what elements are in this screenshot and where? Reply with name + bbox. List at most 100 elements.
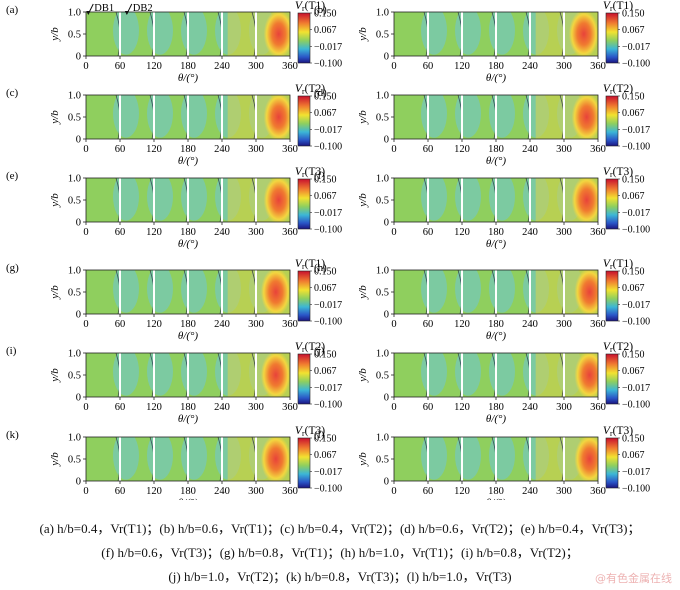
colorbar-tick-label: −0.017: [622, 208, 650, 219]
cool-region: [147, 270, 173, 313]
x-tick-label: 180: [180, 402, 196, 413]
panel-title: Vr(T2): [295, 341, 325, 354]
colorbar-tick-label: −0.017: [314, 467, 342, 478]
cool-region: [113, 178, 139, 221]
heatmap-field: [394, 437, 598, 481]
colorbar-tick-label: −0.017: [622, 42, 650, 53]
y-tick-label: 0.5: [376, 196, 389, 207]
y-tick-label: 0: [76, 52, 81, 63]
hot-spot: [568, 12, 598, 56]
x-tick-label: 300: [556, 319, 572, 330]
x-axis-label: θ/(°): [178, 238, 199, 250]
figure: 0 60 120 180 240 300 360 0 0.5 1.0 θ/(°) y/b (a) Vr(T…: [6, 0, 650, 500]
cool-region: [113, 353, 139, 396]
cool-region: [421, 353, 447, 396]
x-tick-label: 0: [83, 319, 88, 330]
x-tick-label: 60: [115, 486, 126, 497]
colorbar-tick-label: −0.017: [622, 383, 650, 394]
heatmap-field: [86, 12, 290, 56]
panel-title: Vr(T2): [603, 83, 633, 96]
x-tick-label: 0: [83, 227, 88, 238]
x-axis-label: θ/(°): [486, 330, 507, 342]
x-tick-label: 180: [180, 61, 196, 72]
colorbar: [605, 437, 619, 489]
panel-title: Vr(T1): [295, 0, 325, 13]
colorbar-tick-label: 0.067: [314, 450, 337, 461]
cool-region: [113, 437, 139, 480]
hot-spot: [260, 353, 290, 397]
x-tick-label: 120: [146, 144, 162, 155]
y-axis-label: y/b: [357, 452, 369, 467]
heatmap-field: [394, 178, 598, 222]
y-tick-label: 0: [76, 477, 81, 488]
panel-title: Vr(T3): [603, 166, 633, 179]
colorbar-tick-label: 0.150: [314, 434, 337, 445]
colorbar-tick-label: −0.017: [314, 125, 342, 136]
x-tick-label: 180: [488, 61, 504, 72]
x-axis-label: θ/(°): [178, 155, 199, 167]
x-tick-label: 0: [83, 61, 88, 72]
x-tick-label: 240: [214, 144, 230, 155]
colorbar-tick-label: 0.150: [622, 9, 645, 20]
x-axis-label: θ/(°): [178, 72, 199, 84]
x-axis-label: θ/(°): [178, 497, 199, 500]
panel-label: (h): [314, 262, 327, 274]
chart-panel-d: 0 60 120 180 240 300 360 0 0.5 1.0 θ/(°) y/b (d) Vr(T…: [314, 83, 650, 167]
x-tick-label: 0: [391, 227, 396, 238]
colorbar-tick-label: −0.017: [622, 125, 650, 136]
colorbar-tick-label: 0.150: [622, 92, 645, 103]
x-tick-label: 60: [115, 402, 126, 413]
panel-label: (b): [314, 4, 327, 16]
hot-spot: [260, 437, 290, 481]
chart-panel-b: 0 60 120 180 240 300 360 0 0.5 1.0 θ/(°) y/b (b) Vr(T…: [314, 0, 650, 84]
cool-region: [181, 270, 207, 313]
x-tick-label: 180: [488, 402, 504, 413]
x-tick-label: 360: [282, 61, 298, 72]
x-tick-label: 0: [391, 61, 396, 72]
x-tick-label: 0: [391, 319, 396, 330]
panel-title: Vr(T3): [295, 166, 325, 179]
colorbar-tick-label: −0.100: [314, 317, 342, 328]
x-axis-label: θ/(°): [486, 413, 507, 425]
colorbar-tick-label: −0.100: [314, 400, 342, 411]
x-axis-label: θ/(°): [486, 155, 507, 167]
y-tick-label: 0.5: [68, 455, 81, 466]
cool-region: [455, 270, 481, 313]
cool-region: [147, 437, 173, 480]
panel-label: (i): [6, 345, 17, 357]
x-tick-label: 300: [248, 61, 264, 72]
cool-region: [147, 353, 173, 396]
x-tick-label: 360: [590, 319, 606, 330]
x-tick-label: 360: [590, 402, 606, 413]
cool-region: [421, 12, 447, 55]
colorbar: [297, 95, 311, 147]
cool-region: [455, 178, 481, 221]
x-tick-label: 360: [282, 402, 298, 413]
colorbar-tick-label: 0.067: [314, 108, 337, 119]
x-tick-label: 240: [214, 61, 230, 72]
cool-region: [147, 95, 173, 138]
colorbar-tick-label: 0.067: [622, 366, 645, 377]
hot-spot: [263, 178, 290, 222]
x-tick-label: 60: [423, 319, 434, 330]
y-axis-label: y/b: [49, 193, 61, 208]
y-tick-label: 0.5: [68, 30, 81, 41]
y-tick-label: 0: [384, 52, 389, 63]
y-tick-label: 0.5: [376, 371, 389, 382]
y-tick-label: 0: [76, 218, 81, 229]
x-tick-label: 240: [214, 319, 230, 330]
colorbar-tick-label: −0.017: [314, 383, 342, 394]
panel-label: (l): [314, 429, 325, 441]
x-tick-label: 0: [391, 486, 396, 497]
x-tick-label: 180: [488, 227, 504, 238]
colorbar: [605, 178, 619, 230]
cool-region: [421, 437, 447, 480]
y-tick-label: 0.5: [376, 113, 389, 124]
colorbar: [297, 437, 311, 489]
x-tick-label: 180: [488, 319, 504, 330]
colorbar-tick-label: 0.150: [314, 9, 337, 20]
x-axis-label: θ/(°): [486, 238, 507, 250]
cool-region: [147, 178, 173, 221]
x-tick-label: 60: [115, 61, 126, 72]
y-tick-label: 1.0: [68, 349, 81, 360]
